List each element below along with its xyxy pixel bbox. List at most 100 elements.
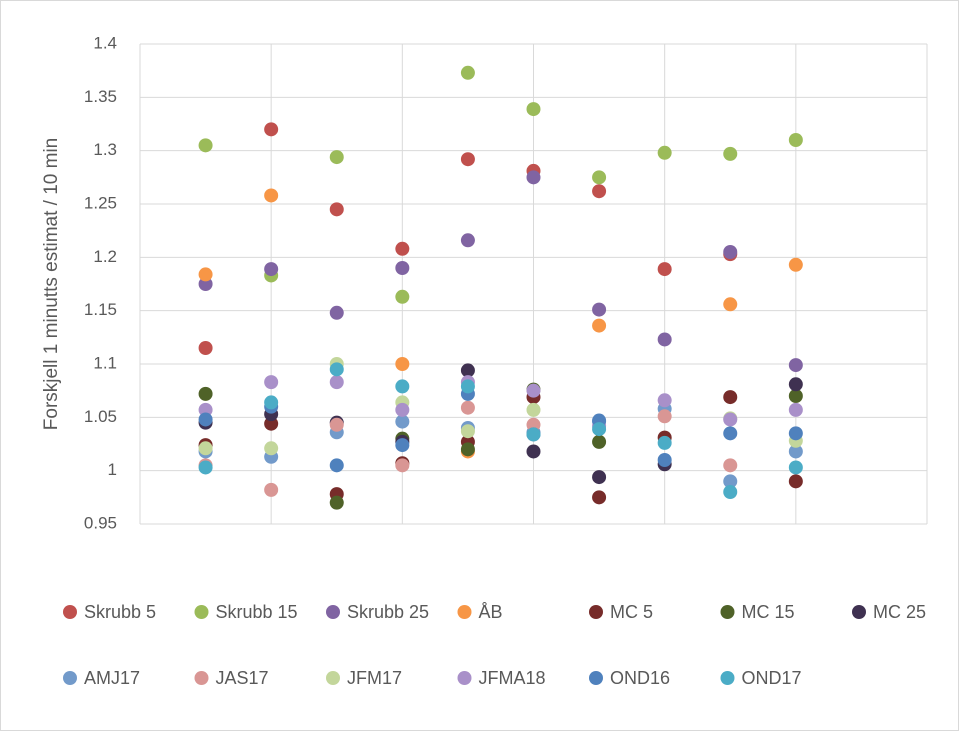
point [592, 470, 607, 485]
legend-marker [589, 671, 603, 685]
legend-marker [194, 671, 209, 685]
point [329, 202, 344, 217]
legend-marker [63, 671, 77, 685]
y-axis-label: Forskjell 1 minutts estimat / 10 min [41, 138, 62, 430]
legend-label: JAS17 [216, 668, 269, 688]
point [723, 297, 738, 312]
point [526, 170, 541, 185]
point [723, 458, 738, 473]
point [592, 318, 607, 333]
point [592, 184, 607, 199]
point [657, 435, 672, 450]
point [788, 426, 803, 441]
point [329, 417, 344, 432]
point [395, 379, 410, 394]
y-tick-label: 1.15 [84, 300, 117, 319]
point [395, 241, 410, 256]
point [395, 458, 410, 473]
legend-label: AMJ17 [84, 668, 140, 688]
point [526, 383, 541, 398]
point [460, 400, 475, 415]
point [526, 402, 541, 417]
point [329, 375, 344, 390]
point [788, 257, 803, 272]
point [788, 444, 803, 459]
point [264, 395, 279, 410]
legend-label: MC 15 [742, 602, 795, 622]
point [723, 390, 738, 405]
point [723, 245, 738, 259]
point [592, 170, 607, 185]
point [526, 102, 541, 117]
y-tick-label: 1.2 [93, 247, 117, 266]
legend-label: MC 5 [610, 602, 653, 622]
legend-marker [589, 605, 603, 619]
point [460, 363, 475, 378]
point [198, 460, 213, 475]
point [460, 233, 475, 248]
legend-marker [326, 671, 340, 685]
point [264, 441, 279, 456]
point [460, 379, 475, 394]
point [657, 409, 672, 424]
point [395, 357, 410, 371]
point [460, 442, 475, 457]
y-tick-label: 1.4 [93, 33, 117, 52]
point [657, 453, 672, 467]
point [264, 122, 279, 137]
point [329, 150, 344, 165]
point [395, 261, 410, 275]
y-tick-label: 1.1 [93, 353, 117, 372]
point [788, 389, 803, 403]
point [657, 393, 672, 408]
point [592, 422, 607, 437]
legend-marker [457, 605, 472, 619]
point [723, 412, 738, 427]
point [592, 434, 607, 449]
y-tick-label: 0.95 [84, 513, 117, 532]
y-tick-label: 1.05 [84, 407, 117, 426]
point [198, 412, 213, 427]
legend-label: JFM17 [347, 668, 402, 688]
point [264, 188, 279, 203]
legend-marker [194, 605, 209, 619]
point [788, 402, 803, 417]
point [198, 402, 213, 417]
point [395, 438, 410, 453]
point [198, 277, 213, 291]
legend-label: Skrubb 15 [216, 602, 298, 622]
point [788, 133, 803, 147]
point [198, 267, 213, 282]
point [198, 341, 213, 355]
y-tick-label: 1 [108, 460, 117, 479]
legend-marker [720, 605, 735, 619]
point [395, 289, 410, 304]
point [788, 460, 803, 475]
point [264, 416, 279, 431]
point [723, 146, 738, 161]
point [657, 332, 672, 347]
point [460, 65, 475, 80]
point [264, 375, 279, 390]
point [788, 474, 803, 489]
point [198, 386, 213, 401]
point [657, 262, 672, 277]
legend-label: OND16 [610, 668, 670, 688]
point [198, 441, 213, 456]
legend-label: JFMA18 [479, 668, 546, 688]
point [329, 458, 344, 473]
point [788, 358, 803, 373]
point [526, 427, 541, 442]
point [198, 138, 213, 153]
point [395, 402, 410, 417]
legend-label: ÅB [479, 602, 503, 622]
legend-label: MC 25 [873, 602, 926, 622]
point [526, 417, 541, 432]
point [460, 152, 475, 167]
point [592, 302, 607, 317]
point [264, 262, 279, 277]
point [329, 305, 344, 320]
legend-marker [457, 671, 472, 685]
legend-marker [63, 605, 77, 619]
